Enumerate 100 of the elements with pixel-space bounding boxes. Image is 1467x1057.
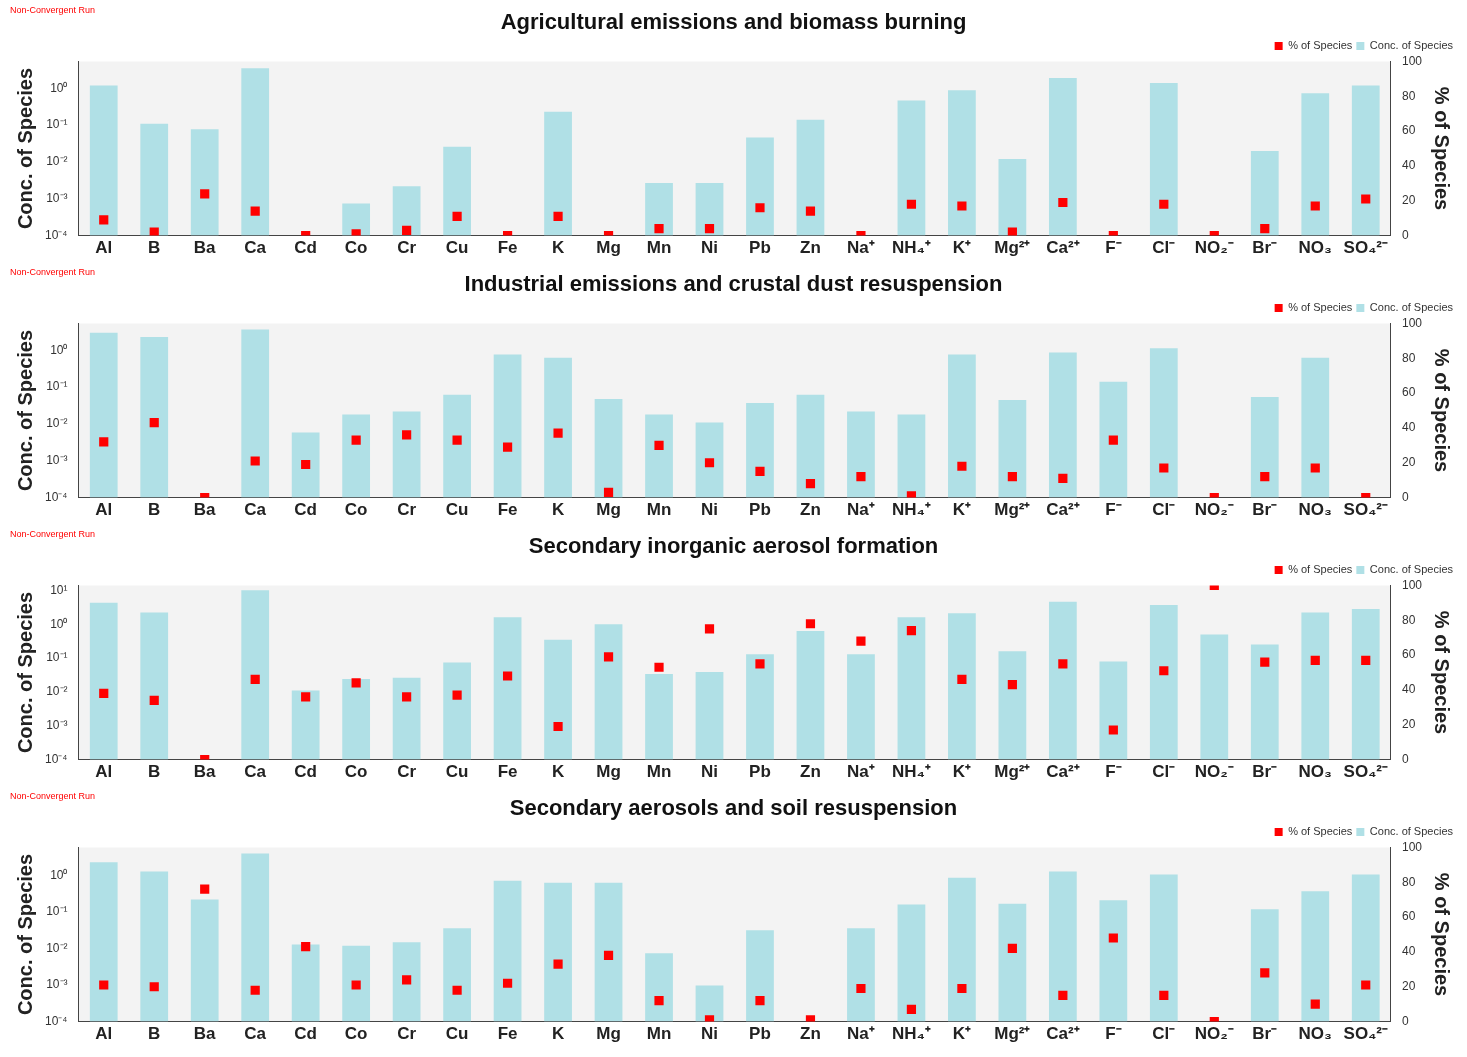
- y-tick-label: 10⁻⁴: [44, 751, 68, 766]
- y-axis-title: Conc. of Species: [13, 853, 36, 1016]
- x-tick-label: NO₂⁻: [1194, 238, 1234, 258]
- x-tick-label: NO₃: [1298, 1024, 1332, 1044]
- x-tick-label: Mn: [646, 238, 672, 258]
- x-tick-label: K: [551, 762, 565, 782]
- x-tick-label: Ba: [193, 500, 217, 520]
- x-tick-label: NO₂⁻: [1194, 762, 1234, 782]
- x-tick-label: Al: [95, 238, 113, 258]
- x-tick-label: Br⁻: [1252, 500, 1278, 520]
- text: Non-Convergent Run: [10, 266, 96, 277]
- x-tick-label: Ca: [244, 500, 267, 520]
- x-tick-label: Zn: [800, 1024, 821, 1044]
- x-tick-label: Ni: [701, 500, 718, 520]
- y2-tick-label: 60: [1401, 385, 1416, 400]
- y-tick-label: 10⁻³: [46, 191, 68, 206]
- x-tick-label: K⁺: [952, 500, 972, 520]
- x-tick-label: NO₂⁻: [1194, 500, 1234, 520]
- x-tick-label: Mn: [646, 500, 672, 520]
- x-tick-label: NO₃: [1298, 500, 1332, 520]
- y-tick-label: 10⁻³: [46, 977, 68, 992]
- x-tick-label: Ba: [193, 1024, 217, 1044]
- x-tick-label: NO₂⁻: [1194, 1024, 1234, 1044]
- y2-tick-label: 40: [1401, 682, 1416, 697]
- y-tick-label: 10¹: [50, 582, 68, 597]
- y-tick-label: 10⁻¹: [46, 117, 68, 132]
- y2-tick-label: 100: [1401, 839, 1423, 854]
- y-tick-label: 10⁻³: [46, 718, 68, 733]
- x-tick-label: Al: [95, 1024, 113, 1044]
- x-tick-label: Co: [344, 238, 368, 258]
- x-tick-label: Cu: [445, 238, 469, 258]
- y2-tick-label: 0: [1401, 751, 1409, 766]
- x-tick-label: B: [148, 500, 161, 520]
- x-tick-label: Pb: [749, 762, 771, 782]
- legend-label: % of Species: [1288, 38, 1353, 51]
- text: Non-Convergent Run: [10, 790, 96, 801]
- x-tick-label: F⁻: [1105, 238, 1122, 258]
- x-tick-label: Cr: [397, 762, 417, 782]
- y-tick-label: 10⁻⁴: [44, 1013, 68, 1028]
- x-tick-label: Mg²⁺: [994, 238, 1031, 258]
- y2-tick-label: 80: [1401, 88, 1416, 103]
- y2-axis-title: % of Species: [1431, 610, 1454, 735]
- x-tick-label: Co: [344, 762, 368, 782]
- x-tick-label: Cr: [397, 500, 417, 520]
- x-tick-label: Mg: [596, 500, 621, 520]
- y2-tick-label: 60: [1401, 647, 1416, 662]
- x-tick-label: NO₃: [1298, 238, 1332, 258]
- x-tick-label: Cl⁻: [1152, 762, 1176, 782]
- y-tick-label: 10⁻⁴: [44, 489, 68, 504]
- y2-tick-label: 80: [1401, 874, 1416, 889]
- x-tick-label: Mg: [596, 238, 621, 258]
- y2-tick-label: 60: [1401, 909, 1416, 924]
- y2-tick-label: 0: [1401, 1013, 1409, 1028]
- x-tick-label: F⁻: [1105, 500, 1122, 520]
- x-tick-label: Fe: [497, 238, 518, 258]
- x-tick-label: B: [148, 238, 161, 258]
- x-tick-label: Br⁻: [1252, 762, 1278, 782]
- y-axis-title: Conc. of Species: [13, 329, 36, 492]
- legend-label: Conc. of Species: [1369, 38, 1454, 51]
- x-tick-label: Ni: [701, 762, 718, 782]
- x-tick-label: Br⁻: [1252, 1024, 1278, 1044]
- x-tick-label: F⁻: [1105, 762, 1122, 782]
- x-tick-label: Ni: [701, 1024, 718, 1044]
- x-tick-label: Mg: [596, 762, 621, 782]
- y2-axis-title: % of Species: [1431, 872, 1454, 997]
- x-tick-label: Ca²⁺: [1046, 500, 1080, 520]
- legend-label: Conc. of Species: [1369, 824, 1454, 837]
- x-tick-label: Na⁺: [847, 238, 875, 258]
- x-tick-label: K⁺: [952, 1024, 972, 1044]
- y2-tick-label: 80: [1401, 612, 1416, 627]
- y-tick-label: 10⁻¹: [46, 650, 68, 665]
- y2-tick-label: 20: [1401, 455, 1416, 470]
- legend-label: % of Species: [1288, 300, 1353, 313]
- y2-tick-label: 20: [1401, 979, 1416, 994]
- x-tick-label: Cl⁻: [1152, 500, 1176, 520]
- x-tick-label: Fe: [497, 1024, 518, 1044]
- x-tick-label: Cd: [294, 1024, 317, 1044]
- x-tick-label: Na⁺: [847, 1024, 875, 1044]
- y-axis-title: Conc. of Species: [13, 591, 36, 754]
- x-tick-label: SO₄²⁻: [1343, 762, 1388, 782]
- y-tick-label: 10⁻²: [46, 416, 68, 431]
- x-tick-label: Ba: [193, 762, 217, 782]
- x-tick-label: Br⁻: [1252, 238, 1278, 258]
- x-tick-label: Zn: [800, 238, 821, 258]
- x-tick-label: Ca²⁺: [1046, 762, 1080, 782]
- x-tick-label: Ca: [244, 1024, 267, 1044]
- y-tick-label: 10⁰: [50, 80, 68, 95]
- x-tick-label: Pb: [749, 238, 771, 258]
- x-tick-label: Pb: [749, 500, 771, 520]
- x-tick-label: K: [551, 500, 565, 520]
- x-tick-label: K: [551, 1024, 565, 1044]
- x-tick-label: Al: [95, 762, 113, 782]
- y2-tick-label: 0: [1401, 489, 1409, 504]
- x-tick-label: Ca²⁺: [1046, 238, 1080, 258]
- x-tick-label: NO₃: [1298, 762, 1332, 782]
- x-tick-label: Mg²⁺: [994, 762, 1031, 782]
- y-tick-label: 10⁰: [50, 342, 68, 357]
- legend-label: % of Species: [1288, 824, 1353, 837]
- x-tick-label: K⁺: [952, 762, 972, 782]
- x-tick-label: Na⁺: [847, 762, 875, 782]
